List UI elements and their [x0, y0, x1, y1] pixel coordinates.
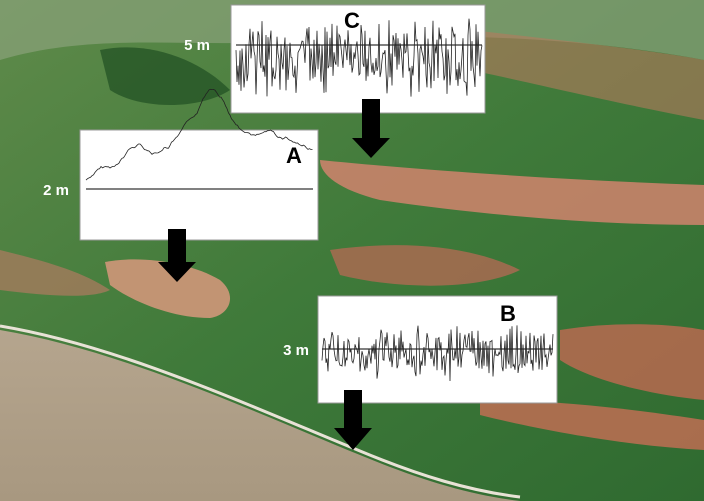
signal-trace [85, 88, 313, 181]
scale-label: 3 m [283, 342, 309, 359]
signal-trace [321, 325, 554, 382]
panel-c: C 5 m [184, 4, 486, 158]
arrow [334, 390, 372, 450]
scale-label: 5 m [184, 37, 210, 54]
panel-label: C [344, 8, 360, 33]
panel-label: B [500, 301, 516, 326]
signal-trace [235, 18, 483, 97]
arrow [158, 229, 196, 282]
panel-b: B 3 m [283, 295, 558, 450]
panel-a: A 2 m [43, 88, 319, 282]
panel-label: A [286, 143, 302, 168]
arrow [352, 99, 390, 158]
scale-label: 2 m [43, 182, 69, 199]
